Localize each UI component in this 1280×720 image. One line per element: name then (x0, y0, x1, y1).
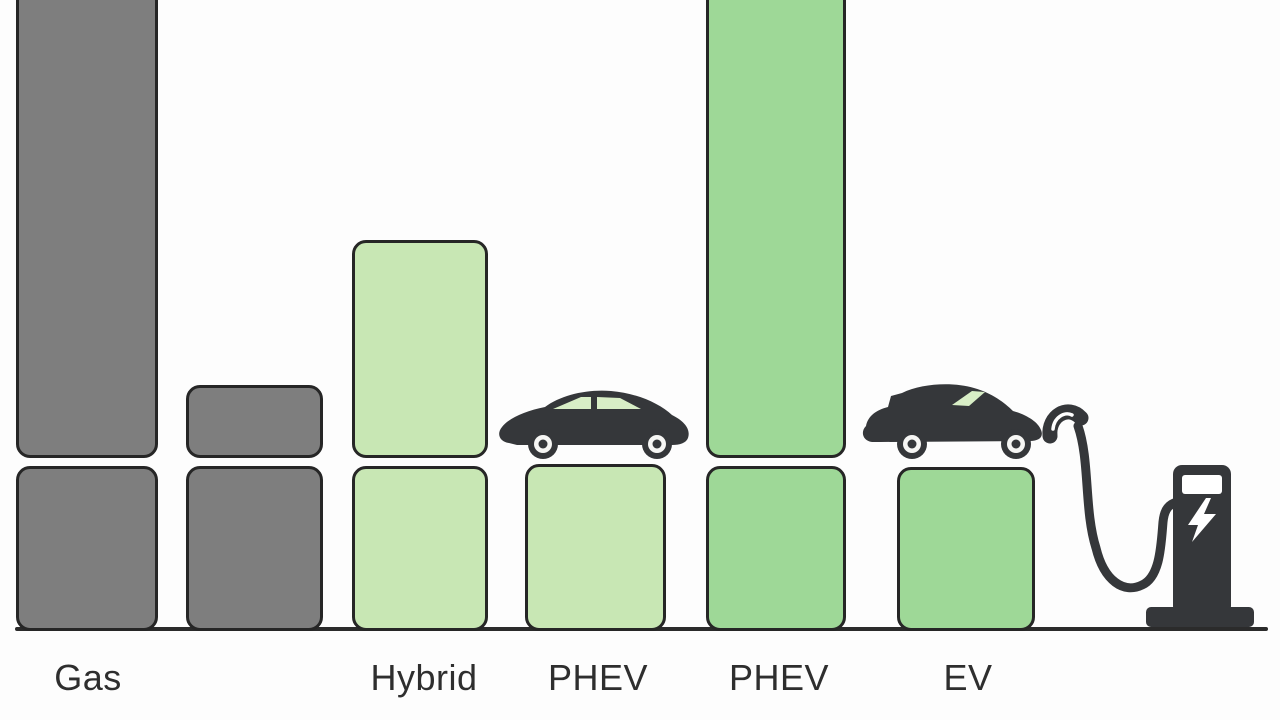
bar-label-ev-5: EV (943, 657, 993, 698)
crossover-body (862, 384, 1042, 442)
ev-charging-station-icon (1042, 404, 1254, 627)
crossover-rear-wheel (897, 429, 927, 459)
bar-segment-phev-4-0 (706, 0, 846, 458)
bar-segment-phev-3-0 (525, 464, 666, 631)
bar-label-gas-0: Gas (54, 657, 122, 698)
crossover-front-wheel (1001, 429, 1031, 459)
sedan-car-icon (499, 390, 689, 459)
bar-segment-unlabeled-1-0 (186, 385, 323, 458)
charging-plug-slit (1051, 412, 1074, 431)
bar-segment-phev-4-1 (706, 466, 846, 631)
bar-segment-ev-5-0 (897, 467, 1035, 631)
sedan-front-wheel (528, 429, 558, 459)
sedan-windshield (553, 397, 591, 409)
bar-label-phev-3: PHEV (547, 657, 649, 698)
charger-screen (1182, 475, 1222, 494)
sedan-rear-wheel (642, 429, 672, 459)
crossover-car-icon (862, 384, 1042, 459)
bar-segment-gas-0-0 (16, 0, 158, 458)
bar-segment-hybrid-2-0 (352, 240, 488, 458)
bar-segment-unlabeled-1-1 (186, 466, 323, 631)
bar-segment-hybrid-2-1 (352, 466, 488, 631)
bar-label-phev-4: PHEV (728, 657, 830, 698)
bar-segment-gas-0-1 (16, 466, 158, 631)
charger-base (1146, 607, 1254, 627)
charger-tower (1173, 465, 1231, 615)
bar-label-hybrid-2: Hybrid (370, 657, 478, 698)
sedan-rear-window (597, 397, 641, 409)
charging-plug-icon (1042, 404, 1089, 444)
lightning-bolt-icon (1188, 498, 1216, 542)
crossover-window (952, 391, 985, 406)
charging-cable (1073, 421, 1179, 593)
